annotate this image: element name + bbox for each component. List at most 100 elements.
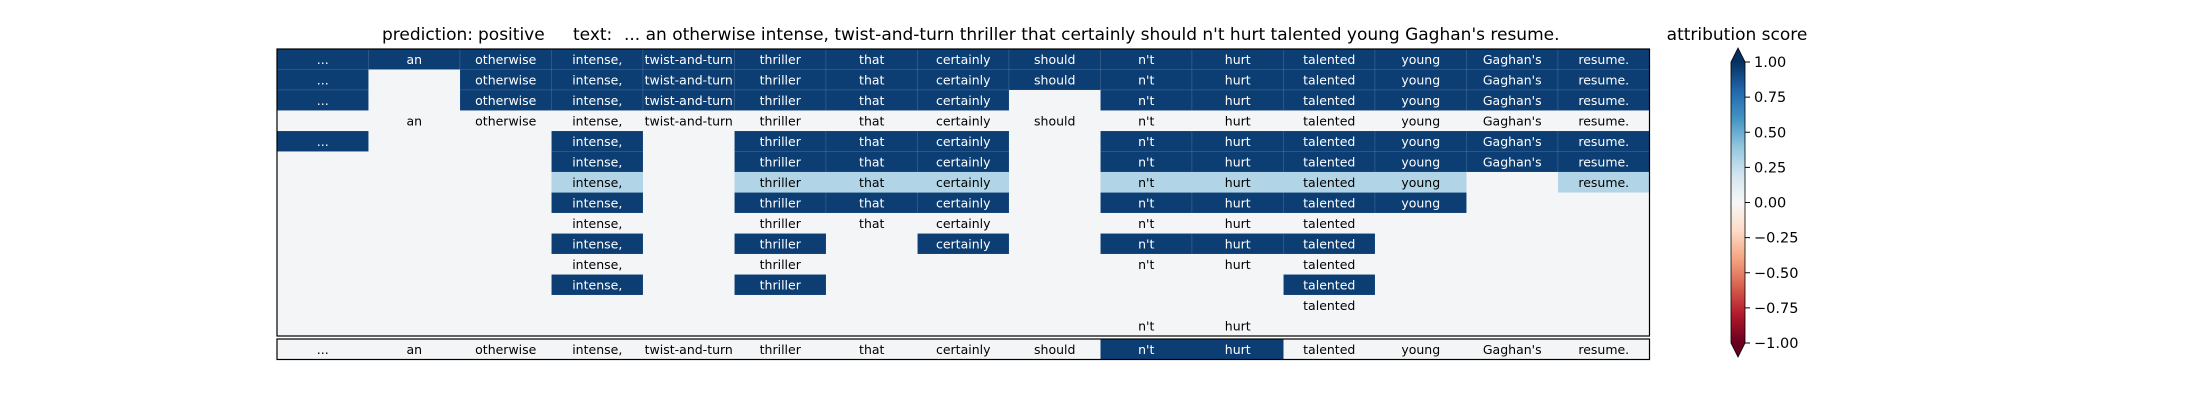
heatmap-cell bbox=[277, 233, 369, 254]
heatmap-cell bbox=[1192, 295, 1284, 316]
heatmap-cell bbox=[368, 254, 460, 275]
heatmap-cell bbox=[368, 315, 460, 336]
heatmap-cell-label: intense, bbox=[572, 236, 622, 251]
heatmap-cell-label: talented bbox=[1303, 52, 1355, 67]
heatmap-cell-label: an bbox=[406, 113, 422, 128]
heatmap-cell-label: resume. bbox=[1578, 134, 1629, 149]
summary-cell-label: an bbox=[406, 342, 422, 357]
heatmap-cell bbox=[551, 110, 643, 131]
heatmap-cell-label: certainly bbox=[936, 236, 991, 251]
heatmap-cell-label: intense, bbox=[572, 175, 622, 190]
heatmap-cell bbox=[826, 254, 918, 275]
summary-cell-label: n't bbox=[1138, 342, 1154, 357]
heatmap-cell-label: hurt bbox=[1225, 134, 1251, 149]
heatmap-cell-label: young bbox=[1401, 195, 1440, 210]
heatmap-cell-label: resume. bbox=[1578, 52, 1629, 67]
heatmap-cell bbox=[1375, 315, 1467, 336]
heatmap-cell bbox=[1375, 274, 1467, 295]
heatmap-cell-label: certainly bbox=[936, 134, 991, 149]
heatmap-cell-label: Gaghan's bbox=[1483, 93, 1542, 108]
heatmap-cell-label: that bbox=[859, 154, 884, 169]
heatmap-cell bbox=[1100, 315, 1192, 336]
heatmap-cell bbox=[826, 213, 918, 234]
heatmap-cell bbox=[368, 131, 460, 152]
heatmap-grid: ... an otherwise intense, twist-and-turn thri… bbox=[276, 48, 1651, 337]
heatmap-cell bbox=[1466, 315, 1558, 336]
summary-cell bbox=[734, 339, 826, 360]
heatmap-cell-label: Gaghan's bbox=[1483, 72, 1542, 87]
heatmap-cell bbox=[1009, 274, 1101, 295]
heatmap-cell-label: talented bbox=[1303, 134, 1355, 149]
heatmap-cell-label: that bbox=[859, 216, 884, 231]
heatmap-cell bbox=[460, 131, 552, 152]
heatmap-cell-label: n't bbox=[1138, 175, 1154, 190]
heatmap-cell bbox=[1009, 233, 1101, 254]
heatmap-cell-label: thriller bbox=[760, 52, 802, 67]
heatmap-cell bbox=[368, 172, 460, 193]
heatmap-cell bbox=[826, 295, 918, 316]
heatmap-cell bbox=[277, 315, 369, 336]
heatmap-cell-label: certainly bbox=[936, 72, 991, 87]
heatmap-cell bbox=[1466, 295, 1558, 316]
heatmap-cell-label: should bbox=[1034, 113, 1075, 128]
heatmap-cell bbox=[1283, 213, 1375, 234]
heatmap-cell bbox=[368, 192, 460, 213]
heatmap-cell-label: hurt bbox=[1225, 236, 1251, 251]
heatmap-cell-label: young bbox=[1401, 134, 1440, 149]
heatmap-cell-label: intense, bbox=[572, 216, 622, 231]
heatmap-cell-label: resume. bbox=[1578, 154, 1629, 169]
heatmap-cell bbox=[1100, 295, 1192, 316]
heatmap-cell bbox=[1558, 172, 1650, 193]
heatmap-cell-label: n't bbox=[1138, 113, 1154, 128]
colorbar-tick-label: −0.75 bbox=[1754, 301, 1798, 317]
heatmap-cell-label: talented bbox=[1303, 72, 1355, 87]
heatmap-cell-label: hurt bbox=[1225, 72, 1251, 87]
heatmap-cell bbox=[551, 315, 643, 336]
heatmap-cell bbox=[1192, 315, 1284, 336]
prediction-value: positive bbox=[478, 25, 545, 45]
summary-cell bbox=[460, 339, 552, 360]
heatmap-cell bbox=[643, 131, 735, 152]
summary-cell-label: thriller bbox=[760, 342, 802, 357]
prediction-label: prediction: bbox=[382, 25, 473, 45]
colorbar-title: attribution score bbox=[1667, 25, 1808, 45]
summary-cell-label: ... bbox=[317, 342, 329, 357]
summary-cell bbox=[917, 339, 1009, 360]
summary-cell bbox=[1375, 339, 1467, 360]
heatmap-cell bbox=[1192, 213, 1284, 234]
heatmap-cell bbox=[1375, 295, 1467, 316]
heatmap-cell bbox=[1192, 254, 1284, 275]
summary-cell-label: talented bbox=[1303, 342, 1355, 357]
heatmap-cell bbox=[1009, 90, 1101, 111]
heatmap-cell bbox=[1009, 172, 1101, 193]
heatmap-cell bbox=[1283, 110, 1375, 131]
heatmap-cell-label: should bbox=[1034, 72, 1075, 87]
heatmap-cell bbox=[460, 295, 552, 316]
text-value: ... an otherwise intense, twist-and-turn… bbox=[624, 25, 1560, 45]
heatmap-cell-label: young bbox=[1401, 72, 1440, 87]
heatmap-cell bbox=[460, 254, 552, 275]
heatmap-cell-label: ... bbox=[317, 52, 329, 67]
heatmap-cell bbox=[551, 254, 643, 275]
heatmap-cell-label: resume. bbox=[1578, 72, 1629, 87]
heatmap-cell-label: n't bbox=[1138, 195, 1154, 210]
heatmap-cell bbox=[1009, 295, 1101, 316]
summary-cell bbox=[1283, 339, 1375, 360]
heatmap-cell bbox=[643, 295, 735, 316]
heatmap-cell bbox=[1009, 192, 1101, 213]
heatmap-cell bbox=[277, 110, 369, 131]
heatmap-cell-label: thriller bbox=[760, 175, 802, 190]
heatmap-cell-label: talented bbox=[1303, 195, 1355, 210]
heatmap-cell-label: n't bbox=[1138, 236, 1154, 251]
summary-cell bbox=[551, 339, 643, 360]
heatmap-cell-label: an bbox=[406, 52, 422, 67]
heatmap-cell-label: hurt bbox=[1225, 154, 1251, 169]
summary-cell-label: should bbox=[1034, 342, 1075, 357]
heatmap-cell bbox=[1466, 110, 1558, 131]
heatmap-cell bbox=[734, 295, 826, 316]
heatmap-cell bbox=[368, 69, 460, 90]
summary-cell bbox=[368, 339, 460, 360]
heatmap-cell-label: intense, bbox=[572, 154, 622, 169]
heatmap-cell-label: young bbox=[1401, 52, 1440, 67]
heatmap-cell-label: that bbox=[859, 52, 884, 67]
